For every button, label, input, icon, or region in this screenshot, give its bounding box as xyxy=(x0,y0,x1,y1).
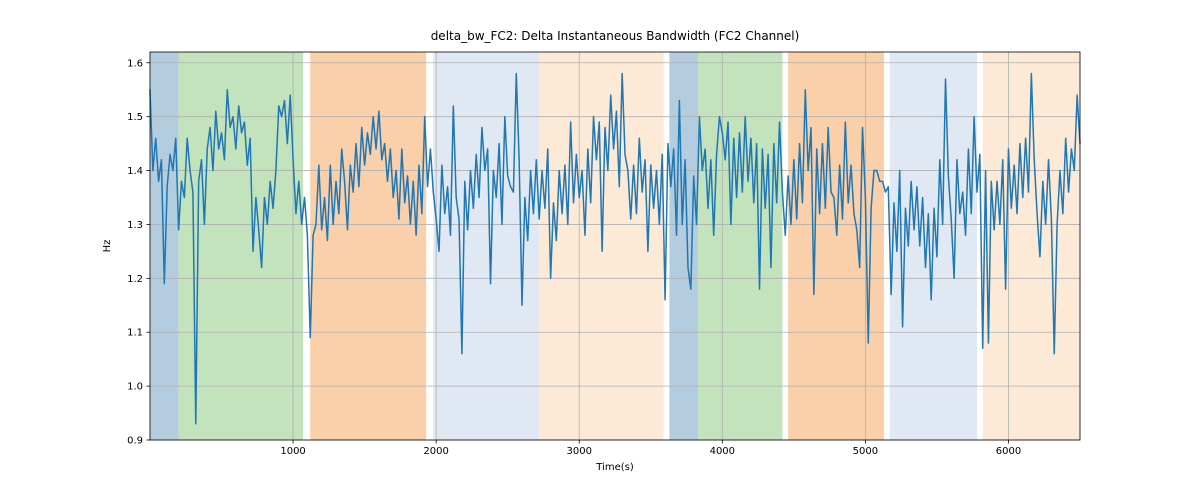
chart-svg: 1000 2000 3000 4000 5000 6000 0.9 1.0 1.1 1.2 1.3 1… xyxy=(0,0,1200,500)
y-tick-label: 1.0 xyxy=(127,382,143,393)
x-ticks: 1000 2000 3000 4000 5000 6000 xyxy=(280,440,1021,457)
band-9 xyxy=(983,52,1080,440)
band-2 xyxy=(310,52,426,440)
band-0 xyxy=(150,52,179,440)
x-tick-label: 3000 xyxy=(567,446,592,457)
x-tick-label: 5000 xyxy=(853,446,878,457)
y-tick-label: 0.9 xyxy=(127,436,143,447)
y-tick-label: 1.5 xyxy=(127,112,143,123)
y-tick-label: 1.6 xyxy=(127,58,143,69)
y-axis-label: Hz xyxy=(102,240,113,253)
y-tick-label: 1.4 xyxy=(127,166,143,177)
x-tick-label: 2000 xyxy=(423,446,448,457)
chart-container: 1000 2000 3000 4000 5000 6000 0.9 1.0 1.1 1.2 1.3 1… xyxy=(0,0,1200,500)
x-tick-label: 1000 xyxy=(280,446,305,457)
y-tick-label: 1.3 xyxy=(127,220,143,231)
y-tick-label: 1.2 xyxy=(127,274,143,285)
x-tick-label: 6000 xyxy=(996,446,1021,457)
x-axis-label: Time(s) xyxy=(595,462,634,473)
x-tick-label: 4000 xyxy=(710,446,735,457)
band-5 xyxy=(669,52,698,440)
y-tick-label: 1.1 xyxy=(127,328,143,339)
y-ticks: 0.9 1.0 1.1 1.2 1.3 1.4 1.5 1.6 xyxy=(127,58,150,446)
chart-title: delta_bw_FC2: Delta Instantaneous Bandwi… xyxy=(431,29,800,43)
